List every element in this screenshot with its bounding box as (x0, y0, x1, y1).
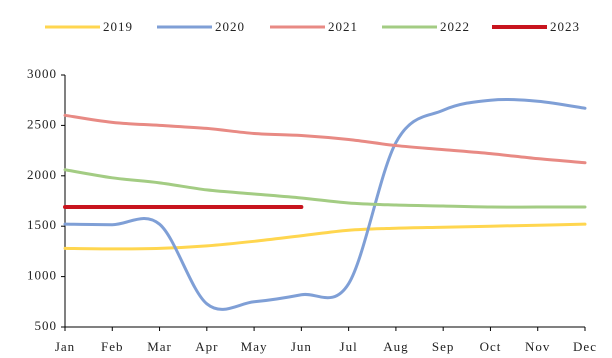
series-line (63, 113, 587, 165)
y-tick-label: 2000 (27, 167, 57, 182)
x-tick-label: Mar (147, 339, 172, 354)
x-tick-label: Feb (101, 339, 124, 354)
y-tick-label: 1500 (27, 217, 57, 232)
x-tick-label: Jul (340, 339, 358, 354)
x-tick-label: Aug (383, 339, 408, 354)
y-tick-label: 3000 (27, 66, 57, 81)
y-tick-label: 1000 (27, 268, 57, 283)
x-tick-label: Apr (195, 339, 218, 354)
series-line (63, 168, 587, 209)
legend-label: 2021 (328, 19, 358, 34)
legend-label: 2019 (103, 19, 133, 34)
legend-label: 2020 (215, 19, 245, 34)
y-tick-label: 2500 (27, 116, 57, 131)
x-tick-label: Oct (480, 339, 502, 354)
series-line (63, 222, 587, 251)
x-tick-label: Nov (525, 339, 550, 354)
series-line (63, 98, 587, 311)
legend-label: 2022 (440, 19, 470, 34)
x-tick-label: Dec (573, 339, 597, 354)
x-tick-label: May (241, 339, 268, 354)
x-tick-label: Jan (55, 339, 75, 354)
y-tick-label: 500 (35, 318, 58, 333)
legend-label: 2023 (550, 19, 580, 34)
x-tick-label: Sep (432, 339, 455, 354)
x-tick-label: Jun (291, 339, 312, 354)
